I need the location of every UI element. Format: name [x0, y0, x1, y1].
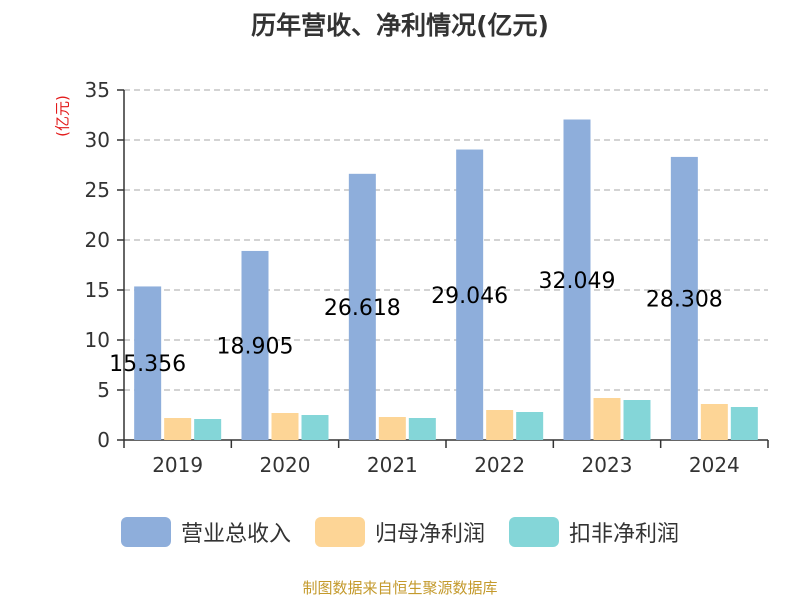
legend-swatch-deducted-net-profit [509, 517, 559, 547]
x-tick-label: 2022 [474, 453, 525, 477]
bar-value-label: 32.049 [539, 269, 616, 294]
bar-value-label: 15.356 [109, 352, 186, 377]
bar-value-label: 28.308 [646, 287, 723, 312]
y-tick-label: 25 [85, 178, 110, 202]
bar [348, 173, 376, 440]
x-tick-label: 2020 [260, 453, 311, 477]
bar [516, 412, 544, 440]
legend-item-revenue[interactable]: 营业总收入 [120, 516, 291, 548]
y-tick-label: 30 [85, 128, 110, 152]
bar [164, 418, 192, 440]
bar [563, 119, 591, 440]
legend-label-parent-net-profit: 归母净利润 [374, 522, 485, 547]
legend-swatch-revenue [120, 517, 171, 547]
bar [456, 149, 484, 441]
bar [623, 400, 651, 440]
bar [378, 417, 406, 440]
bar [670, 156, 698, 441]
bar-value-label: 26.618 [324, 296, 401, 321]
x-tick-label: 2021 [367, 453, 418, 477]
y-tick-label: 0 [97, 428, 110, 452]
bar [301, 415, 329, 440]
bar-value-label: 29.046 [431, 284, 508, 309]
bar-value-label: 18.905 [217, 334, 294, 359]
y-tick-label: 35 [85, 78, 110, 102]
bar [271, 413, 299, 440]
bar [134, 286, 162, 440]
y-tick-label: 5 [97, 378, 110, 402]
bar [194, 419, 222, 440]
bar [593, 398, 621, 440]
x-tick-label: 2023 [582, 453, 633, 477]
bar [408, 418, 436, 440]
chart-legend: 营业总收入 归母净利润 扣非净利润 [0, 516, 800, 548]
bar [730, 407, 758, 440]
legend-label-revenue: 营业总收入 [180, 522, 291, 547]
y-tick-label: 20 [85, 228, 110, 252]
y-tick-label: 15 [85, 278, 110, 302]
chart-title: 历年营收、净利情况(亿元) [251, 11, 549, 40]
legend-swatch-parent-net-profit [314, 517, 365, 547]
bar [486, 410, 514, 440]
bar [241, 250, 269, 440]
y-tick-label: 10 [85, 328, 110, 352]
data-source-footer: 制图数据来自恒生聚源数据库 [302, 579, 498, 597]
x-tick-label: 2019 [152, 453, 203, 477]
legend-label-deducted-net-profit: 扣非净利润 [569, 522, 680, 547]
x-tick-label: 2024 [689, 453, 740, 477]
legend-item-deducted-net-profit[interactable]: 扣非净利润 [509, 516, 679, 548]
legend-item-parent-net-profit[interactable]: 归母净利润 [314, 516, 485, 548]
bar [700, 404, 728, 440]
